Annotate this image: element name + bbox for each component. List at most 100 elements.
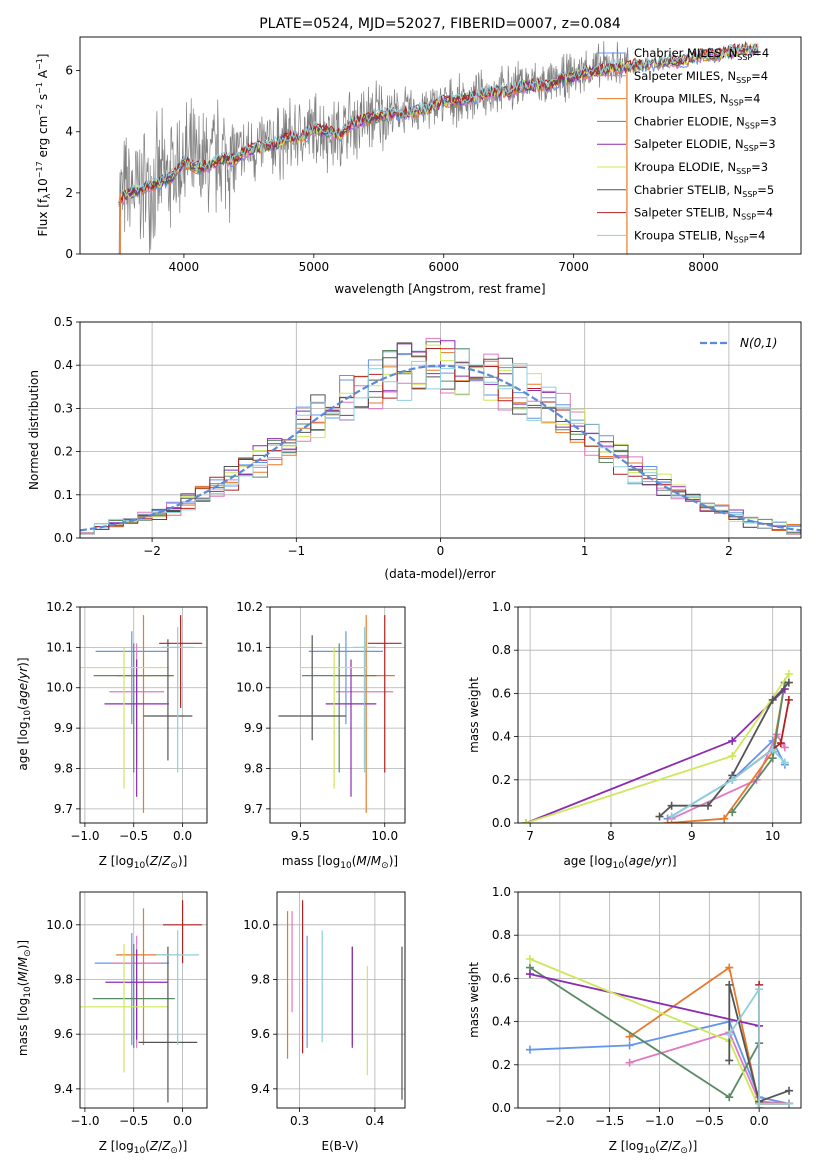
- y-axis-label: mass weight: [467, 962, 481, 1038]
- y-axis-label: mass weight: [467, 677, 481, 753]
- y-tick-label: 1.0: [492, 600, 511, 614]
- gaussian-curve: [80, 364, 801, 532]
- residual-panel: −2 −1 0 1 2 0.0 0.1 0.2 0.3 0.4 0.5: [54, 315, 802, 558]
- age-vs-mass-panel: 9.5 10.0 9.7 9.8 9.9 10.0 10.1 10.2: [236, 600, 406, 843]
- weight-marker: [768, 695, 777, 704]
- x-tick-label: −2: [143, 544, 161, 558]
- y-tick-label: 0.1: [54, 488, 73, 502]
- legend-entry: N(0,1): [740, 336, 777, 350]
- x-tick-label: 7: [526, 829, 534, 843]
- weight-marker: [784, 669, 793, 678]
- axes-frame: [276, 891, 406, 1109]
- y-tick-label: 10.1: [46, 640, 73, 654]
- spectrum-panel-plot-area: [118, 40, 759, 254]
- y-tick-label: 0.6: [492, 971, 511, 985]
- x-tick-label: 4000: [169, 260, 200, 274]
- weight-line: [525, 673, 790, 823]
- y-tick-label: 10.2: [236, 600, 263, 614]
- histogram-step: [80, 348, 801, 538]
- weight-line: [525, 688, 786, 823]
- y-tick-label: 0.0: [54, 531, 73, 545]
- weight-marker: [525, 1045, 534, 1054]
- weight-marker: [704, 801, 713, 810]
- histogram-step: [80, 348, 801, 538]
- y-axis-label: mass [log10(M/M⊙)]: [16, 940, 33, 1056]
- legend-entry: Chabrier STELIB, NSSP=5: [634, 183, 774, 199]
- age-vs-metallicity-panel-plot-area: [80, 615, 203, 813]
- y-tick-label: 9.8: [54, 972, 73, 986]
- y-tick-label: 10.1: [236, 640, 263, 654]
- y-tick-label: 4: [65, 125, 73, 139]
- weight-marker: [728, 752, 737, 761]
- age-vs-metallicity-panel: −1.0 −0.5 0.0 9.7 9.8 9.9 10.0 10.1 10.2: [46, 600, 208, 843]
- age-vs-mass-panel-plot-area: [278, 615, 402, 813]
- weight-vs-metallicity-panel: −2.0 −1.5 −1.0 −0.5 0.0 0.0 0.2 0.4 0.6 0.8 1.0: [492, 885, 802, 1128]
- x-axis-label: (data-model)/error: [384, 567, 495, 581]
- legend-entry: Kroupa ELODIE, NSSP=3: [634, 160, 768, 176]
- weight-line: [629, 1031, 790, 1105]
- weight-marker: [725, 1056, 734, 1065]
- x-tick-label: −1.0: [645, 1114, 674, 1128]
- y-tick-label: 0.2: [54, 445, 73, 459]
- y-tick-label: 10.2: [46, 600, 73, 614]
- weight-marker: [725, 1030, 734, 1039]
- x-tick-label: 10.0: [371, 829, 398, 843]
- weight-marker: [755, 1099, 764, 1108]
- y-tick-label: 0.4: [54, 358, 73, 372]
- y-tick-label: 10.0: [46, 681, 73, 695]
- x-tick-label: 8: [607, 829, 615, 843]
- y-tick-label: 0.4: [492, 1015, 511, 1029]
- weight-vs-metallicity-panel-plot-area: [525, 954, 794, 1108]
- x-tick-label: 1: [581, 544, 589, 558]
- chart-title: PLATE=0524, MJD=52027, FIBERID=0007, z=0…: [259, 16, 621, 32]
- legend-entry: Kroupa STELIB, NSSP=4: [634, 228, 765, 244]
- y-tick-label: 0.2: [492, 1058, 511, 1072]
- weight-marker: [784, 695, 793, 704]
- weight-vs-age-panel-plot-area: [522, 669, 793, 823]
- weight-marker: [663, 819, 672, 823]
- model-spectrum-line: [118, 42, 759, 203]
- x-tick-label: −0.5: [119, 829, 148, 843]
- axes-frame: [79, 36, 802, 255]
- y-tick-label: 9.4: [251, 1082, 270, 1096]
- y-tick-label: 9.6: [251, 1027, 270, 1041]
- x-tick-label: −2.0: [545, 1114, 574, 1128]
- x-tick-label: 6000: [428, 260, 459, 274]
- x-tick-label: 2: [725, 544, 733, 558]
- x-tick-label: 0.0: [750, 1114, 769, 1128]
- y-tick-label: 10.0: [236, 681, 263, 695]
- legend-entry: Salpeter ELODIE, NSSP=3: [634, 137, 776, 153]
- y-tick-label: 9.4: [54, 1082, 73, 1096]
- axes-frame: [269, 606, 406, 824]
- data-spectrum-line: [118, 41, 629, 254]
- weight-marker: [655, 812, 664, 821]
- mass-vs-metallicity-panel: −1.0 −0.5 0.0 9.4 9.6 9.8 10.0: [46, 891, 208, 1128]
- weight-marker: [728, 736, 737, 745]
- weight-marker: [725, 1093, 734, 1102]
- y-tick-label: 0.8: [492, 928, 511, 942]
- x-tick-label: 0.4: [365, 1114, 384, 1128]
- weight-marker: [780, 743, 789, 752]
- y-tick-label: 9.8: [244, 761, 263, 775]
- x-tick-label: 0.3: [290, 1114, 309, 1128]
- y-tick-label: 0.0: [492, 1101, 511, 1115]
- y-axis-label: age [log10(age/yr)]: [16, 657, 33, 770]
- y-tick-label: 0.5: [54, 315, 73, 329]
- legend-entry: Salpeter STELIB, NSSP=4: [634, 206, 773, 222]
- x-axis-label: age [log10(age/yr)]: [563, 854, 676, 871]
- weight-marker: [667, 812, 676, 821]
- histogram-legend: N(0,1): [700, 336, 777, 350]
- x-axis-label: Z [log10(Z/Z⊙)]: [609, 1139, 698, 1156]
- weight-line: [658, 681, 790, 818]
- y-tick-label: 0.0: [492, 816, 511, 830]
- weight-line: [529, 966, 760, 1099]
- axes-frame: [79, 606, 208, 824]
- weight-marker: [768, 745, 777, 754]
- mass-vs-ebv-panel-plot-area: [286, 900, 403, 1100]
- weight-marker: [625, 1041, 634, 1050]
- x-tick-label: −1.0: [70, 829, 99, 843]
- y-tick-label: 9.6: [54, 1027, 73, 1041]
- x-tick-label: −1: [287, 544, 305, 558]
- mass-vs-ebv-panel: 0.3 0.4 9.4 9.6 9.8 10.0: [243, 891, 406, 1128]
- y-tick-label: 9.8: [54, 761, 73, 775]
